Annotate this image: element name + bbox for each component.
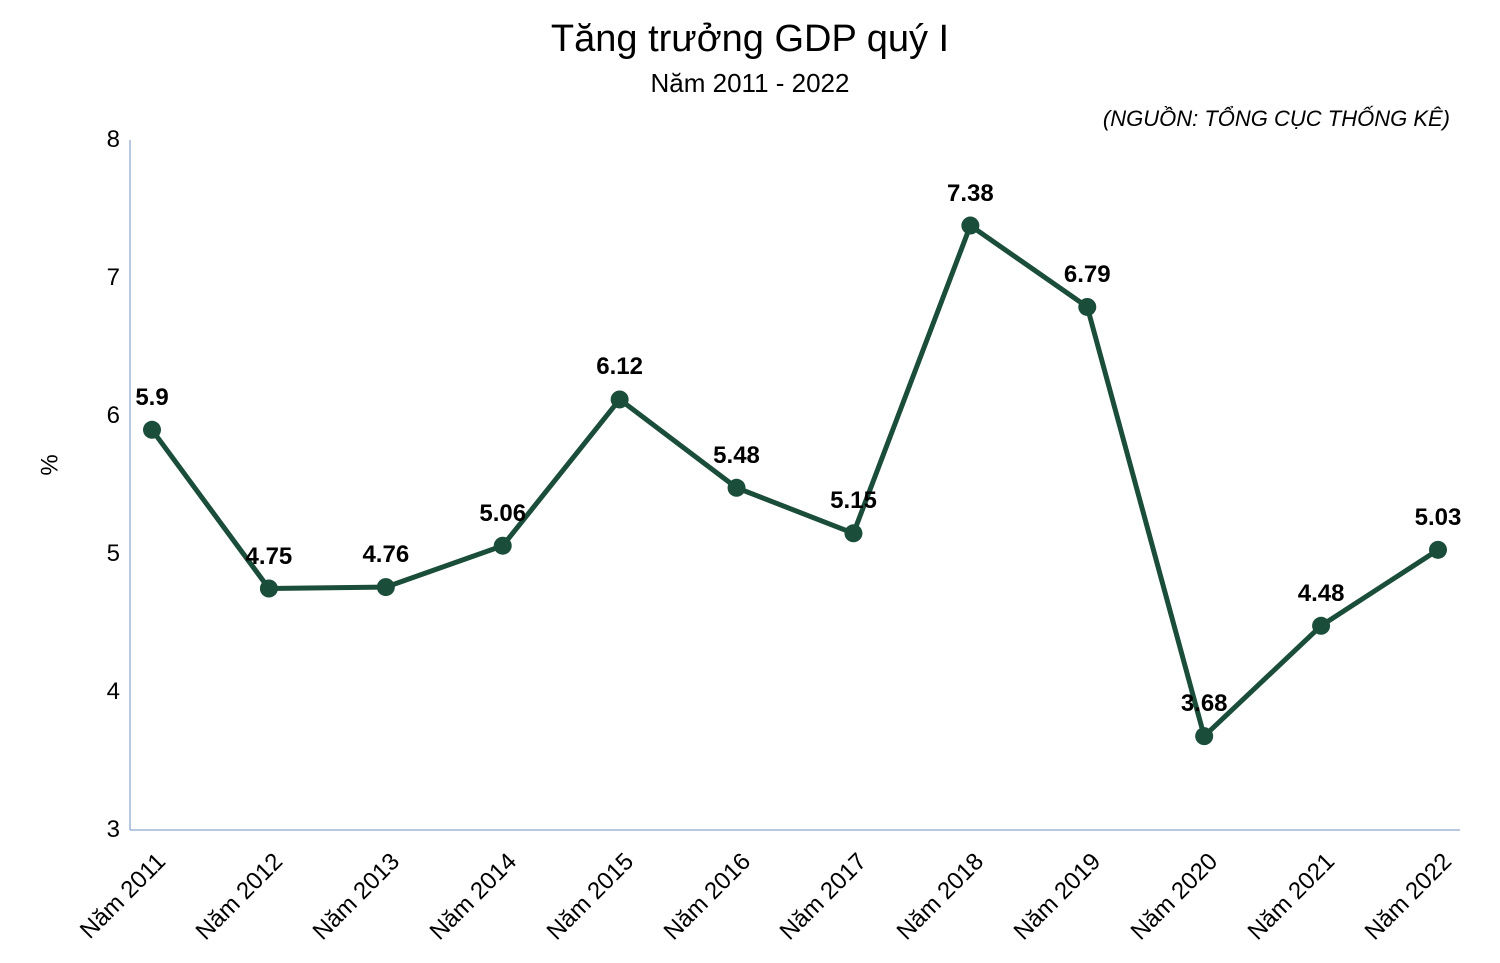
data-label: 5.9	[135, 384, 168, 412]
data-label: 4.76	[362, 541, 409, 569]
chart-svg	[0, 0, 1500, 963]
data-label: 5.06	[479, 500, 526, 528]
y-tick-label: 4	[60, 678, 120, 706]
data-label: 4.48	[1298, 580, 1345, 608]
y-tick-label: 5	[60, 540, 120, 568]
data-label: 7.38	[947, 180, 994, 208]
y-tick-label: 3	[60, 816, 120, 844]
data-marker	[1429, 541, 1447, 559]
data-marker	[1195, 727, 1213, 745]
y-tick-label: 6	[60, 402, 120, 430]
data-marker	[260, 580, 278, 598]
data-marker	[377, 578, 395, 596]
data-marker	[1312, 617, 1330, 635]
data-label: 4.75	[246, 543, 293, 571]
data-label: 6.12	[596, 353, 643, 381]
data-marker	[143, 421, 161, 439]
data-label: 6.79	[1064, 261, 1111, 289]
y-tick-label: 7	[60, 264, 120, 292]
data-marker	[1078, 298, 1096, 316]
data-marker	[611, 390, 629, 408]
data-marker	[728, 479, 746, 497]
data-label: 5.48	[713, 442, 760, 470]
data-line	[152, 226, 1438, 737]
data-marker	[844, 524, 862, 542]
data-marker	[961, 217, 979, 235]
gdp-growth-chart: Tăng trưởng GDP quý I Năm 2011 - 2022 (N…	[0, 0, 1500, 963]
data-marker	[494, 537, 512, 555]
data-label: 3.68	[1181, 690, 1228, 718]
data-label: 5.15	[830, 487, 877, 515]
y-tick-label: 8	[60, 126, 120, 154]
data-label: 5.03	[1415, 504, 1462, 532]
